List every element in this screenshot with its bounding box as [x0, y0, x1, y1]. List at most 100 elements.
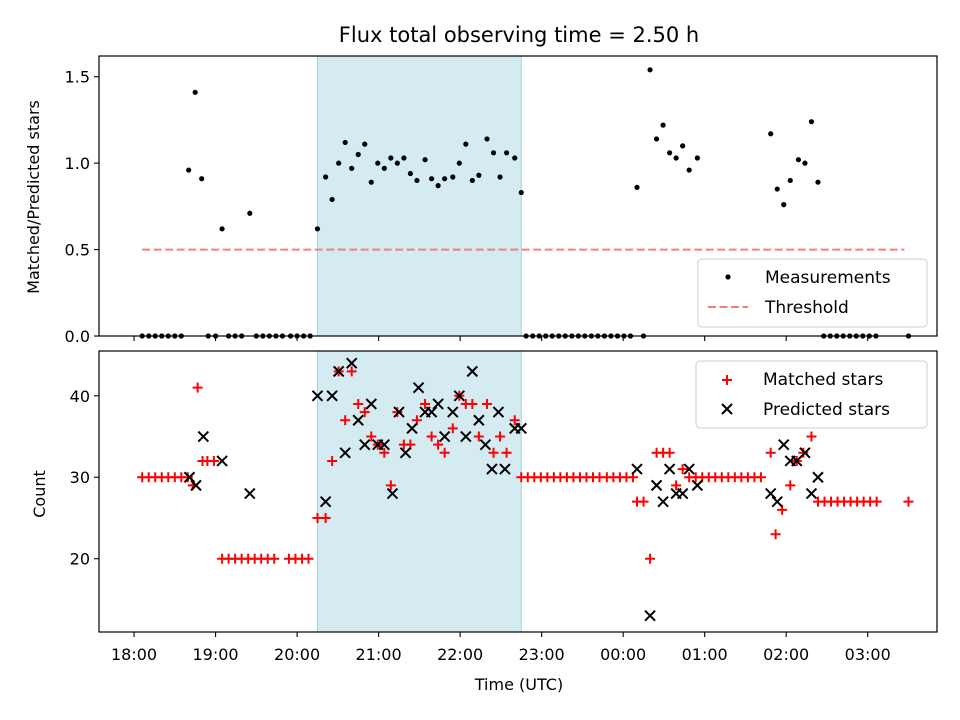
- matched-point: [509, 415, 520, 426]
- measurement-point: [795, 157, 802, 163]
- predicted-point: [447, 406, 459, 418]
- measurement-point: [647, 67, 653, 73]
- measurement-point: [394, 160, 400, 166]
- bottom-y-tick-label: 40: [70, 387, 90, 406]
- matched-point: [392, 407, 403, 418]
- measurement-point: [368, 179, 374, 185]
- legend-predicted-label: Predicted stars: [763, 400, 890, 420]
- measurement-point: [686, 167, 692, 173]
- measurement-point: [247, 210, 253, 216]
- matched-point: [482, 398, 493, 409]
- matched-point: [439, 447, 450, 458]
- measurement-point: [774, 186, 780, 192]
- matched-point: [664, 447, 675, 458]
- measurement-point: [673, 155, 679, 161]
- x-tick-label: 23:00: [519, 645, 565, 664]
- top-y-tick-label: 0.5: [65, 241, 90, 260]
- measurement-point: [490, 150, 497, 156]
- top-y-axis-label: Matched/Predicted stars: [24, 100, 43, 294]
- measurement-point: [463, 141, 469, 147]
- bottom-axes-frame: [98, 350, 938, 633]
- predicted-point: [197, 430, 210, 443]
- matched-point: [340, 415, 351, 426]
- predicted-point: [399, 447, 412, 459]
- predicted-point: [657, 495, 669, 508]
- measurement-point: [512, 155, 518, 161]
- measurement-point: [349, 165, 355, 171]
- matched-point: [495, 431, 506, 442]
- bottom-panel: 20 30 40 18:00 19:00 20:00 21:00 22:00 23:00 00:0…: [70, 350, 938, 664]
- x-tick-label: 00:00: [600, 645, 646, 664]
- x-tick-label: 18:00: [111, 645, 157, 664]
- measurement-point: [781, 202, 787, 208]
- matched-point: [871, 496, 882, 507]
- predicted-point: [466, 365, 479, 378]
- predicted-point: [386, 487, 399, 500]
- measurement-point: [497, 174, 503, 180]
- predicted-point: [676, 487, 689, 500]
- matched-point: [420, 398, 431, 409]
- predicted-point: [412, 381, 425, 394]
- predicted-point: [432, 398, 444, 410]
- legend-threshold-label: Threshold: [764, 298, 849, 318]
- measurement-point: [808, 119, 815, 125]
- x-tick-label: 02:00: [763, 645, 809, 664]
- measurement-point: [476, 172, 482, 178]
- predicted-point: [631, 463, 643, 475]
- matched-point: [433, 439, 444, 450]
- measurement-point: [342, 139, 348, 146]
- predicted-point: [365, 398, 377, 410]
- bottom-y-tick-label: 20: [70, 550, 90, 569]
- x-tick-label: 19:00: [193, 645, 239, 664]
- top-legend: [697, 258, 928, 328]
- predicted-point: [479, 438, 492, 451]
- measurement-point: [355, 151, 361, 158]
- top-y-tick-label: 0.0: [65, 327, 90, 346]
- matched-point: [671, 480, 682, 491]
- predicted-point: [453, 390, 466, 402]
- matched-point: [208, 455, 219, 466]
- matched-point: [426, 431, 437, 442]
- matched-point: [346, 366, 357, 377]
- measurement-point: [186, 167, 192, 173]
- measurement-point: [469, 177, 475, 184]
- measurement-point: [219, 226, 225, 232]
- matched-point: [385, 480, 396, 491]
- predicted-point: [683, 463, 695, 475]
- predicted-point: [764, 487, 777, 500]
- measurement-point: [660, 122, 666, 128]
- measurement-point: [388, 155, 394, 161]
- matched-point: [765, 447, 776, 458]
- matched-point: [359, 407, 370, 418]
- predicted-point: [359, 438, 371, 451]
- predicted-point: [216, 455, 228, 467]
- measurement-point: [422, 157, 428, 163]
- matched-point: [182, 472, 193, 483]
- predicted-point: [644, 610, 656, 622]
- matched-point: [327, 455, 338, 466]
- predicted-point: [332, 365, 345, 378]
- matched-point: [320, 512, 331, 523]
- predicted-point: [473, 414, 485, 426]
- predicted-point: [691, 479, 704, 492]
- measurement-point: [667, 150, 673, 156]
- measurement-point: [768, 131, 774, 137]
- predicted-point: [244, 487, 256, 500]
- measurement-point: [442, 176, 448, 182]
- top-panel: 0.0 0.5 1.0 1.5 Measurements Threshold: [65, 55, 938, 346]
- x-tick-label: 22:00: [437, 645, 483, 664]
- measurement-point: [680, 143, 686, 149]
- predicted-point: [352, 414, 364, 426]
- bottom-y-axis-label: Count: [30, 470, 49, 518]
- measurement-point: [362, 141, 368, 147]
- predicted-point: [393, 406, 405, 418]
- measurement-point: [407, 170, 413, 177]
- predicted-point: [339, 447, 351, 459]
- matched-point: [755, 472, 766, 483]
- measurement-point: [329, 196, 335, 203]
- measurement-point: [634, 184, 640, 190]
- matched-point: [269, 553, 280, 564]
- measurement-point: [518, 189, 524, 196]
- legend-measurements-label: Measurements: [765, 268, 891, 288]
